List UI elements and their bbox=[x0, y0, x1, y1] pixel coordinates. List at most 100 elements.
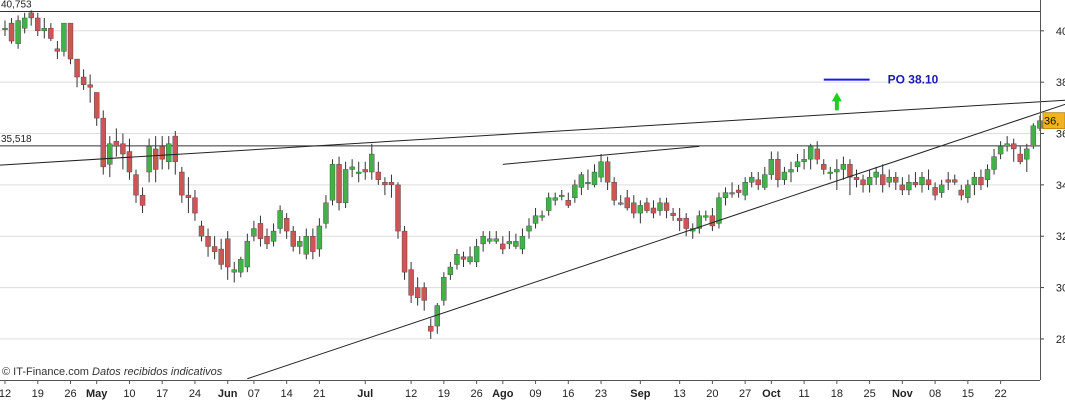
candle-body bbox=[873, 171, 879, 178]
candle-body bbox=[87, 84, 93, 88]
x-tick-label: Jul bbox=[357, 388, 373, 400]
candle-body bbox=[775, 158, 781, 180]
candle-body bbox=[919, 176, 925, 186]
candle-body bbox=[179, 171, 185, 196]
candle-body bbox=[997, 146, 1004, 155]
candle-body bbox=[244, 241, 251, 268]
candle-body bbox=[1011, 143, 1017, 150]
source-name: IT-Finance.com bbox=[13, 366, 89, 378]
candle-body bbox=[28, 12, 34, 19]
candle-body bbox=[853, 176, 860, 180]
candle-body bbox=[152, 148, 159, 170]
candle-body bbox=[650, 207, 657, 214]
candle-body bbox=[618, 202, 624, 205]
x-tick-label: 19 bbox=[32, 388, 44, 400]
candle-body bbox=[735, 189, 742, 193]
candle-body bbox=[48, 28, 54, 39]
x-tick-label: 18 bbox=[831, 388, 843, 400]
candle-body bbox=[297, 241, 303, 247]
candle-body bbox=[310, 236, 316, 252]
candle-body bbox=[401, 230, 408, 273]
candle-body bbox=[428, 325, 434, 332]
last-price-label: 36, bbox=[1044, 116, 1059, 128]
x-tick-label: 19 bbox=[438, 388, 450, 400]
candle-body bbox=[925, 179, 932, 186]
trendlines-layer bbox=[0, 99, 1065, 380]
candle-body bbox=[323, 202, 329, 224]
candle-body bbox=[264, 236, 270, 245]
x-tick-label: 16 bbox=[562, 388, 574, 400]
candle-body bbox=[166, 143, 172, 162]
candle-body bbox=[238, 259, 244, 273]
candle-body bbox=[1030, 125, 1037, 147]
candle-body bbox=[133, 174, 139, 196]
copyright-symbol: © bbox=[2, 366, 11, 378]
candle-body bbox=[938, 184, 945, 193]
candle-body bbox=[388, 182, 395, 186]
candle-body bbox=[336, 164, 342, 204]
candle-body bbox=[866, 176, 873, 186]
candle-body bbox=[120, 143, 126, 155]
candle-body bbox=[15, 20, 21, 44]
candle-body bbox=[768, 158, 775, 175]
candle-body bbox=[1037, 120, 1043, 129]
candle-body bbox=[965, 184, 971, 198]
x-tick-label: Ago bbox=[492, 388, 514, 400]
candle-body bbox=[749, 176, 755, 183]
candle-body bbox=[604, 161, 611, 183]
candle-body bbox=[218, 248, 224, 265]
candle-body bbox=[277, 210, 283, 229]
annotation-layer: PO 38.10 36, bbox=[823, 73, 1065, 130]
candle-body bbox=[807, 146, 814, 160]
y-tick-label: 36 bbox=[1056, 129, 1065, 141]
candle-body bbox=[107, 143, 113, 165]
candle-body bbox=[356, 171, 362, 174]
candle-body bbox=[480, 236, 486, 245]
candle-body bbox=[716, 197, 722, 224]
x-tick-label: 15 bbox=[962, 388, 974, 400]
x-tick-label: 10 bbox=[123, 388, 135, 400]
level-label: 35,518 bbox=[1, 134, 32, 145]
x-tick-label: 22 bbox=[994, 388, 1006, 400]
candle-body bbox=[860, 179, 866, 186]
candle-body bbox=[657, 202, 663, 211]
candles-layer bbox=[2, 10, 1043, 339]
candle-body bbox=[74, 58, 80, 78]
x-tick-label: 25 bbox=[863, 388, 875, 400]
candle-body bbox=[487, 238, 493, 242]
candle-body bbox=[211, 246, 218, 252]
candle-body bbox=[814, 148, 820, 160]
candle-body bbox=[408, 269, 414, 296]
candle-body bbox=[978, 176, 984, 186]
candle-body bbox=[198, 225, 205, 237]
x-tick-label: 26 bbox=[470, 388, 482, 400]
y-tick-label: 34 bbox=[1056, 180, 1065, 192]
candle-body bbox=[984, 169, 991, 180]
candle-body bbox=[21, 17, 28, 29]
candle-body bbox=[565, 200, 571, 206]
candle-body bbox=[382, 182, 388, 186]
candle-body bbox=[54, 48, 61, 52]
x-tick-label: Jun bbox=[218, 388, 238, 400]
candle-body bbox=[794, 161, 801, 168]
short-resistance-line bbox=[502, 145, 700, 165]
candle-body bbox=[172, 135, 179, 162]
candle-body bbox=[945, 179, 951, 183]
x-tick-label: 13 bbox=[674, 388, 686, 400]
candle-body bbox=[395, 184, 401, 232]
level-label: 40,753 bbox=[1, 0, 32, 10]
candle-body bbox=[519, 236, 526, 250]
lower-trendline bbox=[247, 103, 1065, 380]
candle-body bbox=[624, 197, 630, 209]
candle-body bbox=[670, 212, 676, 216]
candle-body bbox=[722, 192, 729, 198]
candle-body bbox=[41, 28, 47, 32]
candle-body bbox=[251, 228, 257, 237]
last-price-tag bbox=[1042, 112, 1065, 130]
candle-body bbox=[316, 225, 323, 250]
candle-body bbox=[375, 171, 382, 180]
candle-body bbox=[67, 22, 74, 60]
candle-body bbox=[755, 179, 761, 186]
